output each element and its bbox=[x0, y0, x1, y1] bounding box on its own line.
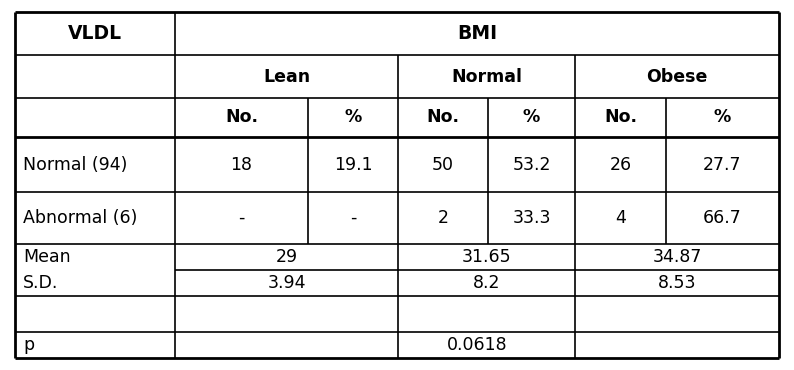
Text: %: % bbox=[523, 108, 540, 127]
Text: Normal: Normal bbox=[451, 67, 522, 85]
Text: 19.1: 19.1 bbox=[333, 155, 372, 174]
Text: 29: 29 bbox=[276, 248, 298, 266]
Text: No.: No. bbox=[225, 108, 258, 127]
Text: No.: No. bbox=[426, 108, 460, 127]
Text: 66.7: 66.7 bbox=[703, 209, 742, 227]
Text: 31.65: 31.65 bbox=[461, 248, 511, 266]
Text: 34.87: 34.87 bbox=[653, 248, 702, 266]
Text: %: % bbox=[714, 108, 731, 127]
Text: %: % bbox=[345, 108, 361, 127]
Text: Normal (94): Normal (94) bbox=[23, 155, 127, 174]
Text: S.D.: S.D. bbox=[23, 274, 59, 292]
Text: 18: 18 bbox=[230, 155, 252, 174]
Text: 2: 2 bbox=[437, 209, 449, 227]
Text: 53.2: 53.2 bbox=[512, 155, 551, 174]
Text: Lean: Lean bbox=[263, 67, 310, 85]
Text: 4: 4 bbox=[615, 209, 626, 227]
Text: Obese: Obese bbox=[646, 67, 707, 85]
Text: -: - bbox=[350, 209, 357, 227]
Text: Abnormal (6): Abnormal (6) bbox=[23, 209, 137, 227]
Text: 26: 26 bbox=[610, 155, 631, 174]
Text: p: p bbox=[23, 336, 34, 354]
Text: 3.94: 3.94 bbox=[268, 274, 306, 292]
Text: 33.3: 33.3 bbox=[512, 209, 551, 227]
Text: -: - bbox=[238, 209, 245, 227]
Text: Mean: Mean bbox=[23, 248, 71, 266]
Text: VLDL: VLDL bbox=[68, 24, 122, 43]
Text: No.: No. bbox=[604, 108, 637, 127]
Text: 0.0618: 0.0618 bbox=[447, 336, 507, 354]
Text: 8.2: 8.2 bbox=[472, 274, 500, 292]
Text: 8.53: 8.53 bbox=[657, 274, 696, 292]
Text: 50: 50 bbox=[432, 155, 454, 174]
Text: 27.7: 27.7 bbox=[703, 155, 742, 174]
Text: BMI: BMI bbox=[457, 24, 497, 43]
